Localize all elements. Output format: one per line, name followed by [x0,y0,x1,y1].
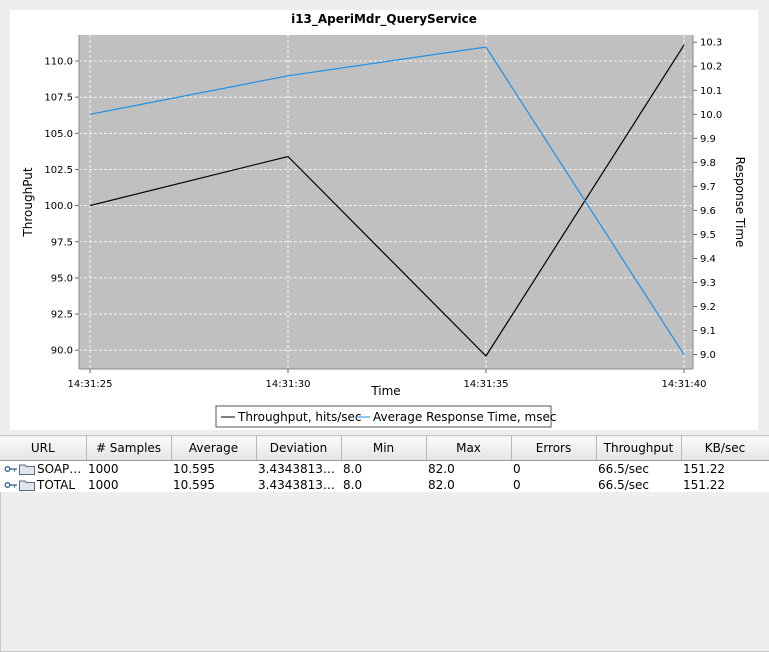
y-tick-label: 97.5 [51,237,73,248]
row-url: TOTAL [37,478,76,492]
column-header-samples[interactable]: # Samples [86,435,172,461]
column-header-max[interactable]: Max [426,435,512,461]
column-header-errors[interactable]: Errors [511,435,597,461]
y2-tick-label: 10.3 [700,38,722,49]
y-tick-label: 92.5 [51,310,73,321]
y2-tick-label: 9.3 [700,278,716,289]
legend-label-throughput: Throughput, hits/sec [237,410,362,424]
column-header-throughput[interactable]: Throughput [596,435,682,461]
y2-tick-label: 9.6 [700,206,716,217]
cell-samples: 1000 [88,478,119,492]
table-row[interactable]: TOTAL 1000 10.595 3.434381312... 8.0 82.… [0,477,769,493]
x-tick-label: 14:31:25 [68,379,113,390]
y2-tick-label: 10.2 [700,62,722,73]
cell-errors: 0 [513,478,521,492]
table-header-row: URL # Samples Average Deviation Min Max … [0,435,769,461]
y-axis-label: ThroughPut [21,167,35,237]
cell-deviation: 3.434381312... [258,478,341,492]
y2-tick-label: 9.1 [700,326,716,337]
y2-tick-label: 9.7 [700,182,716,193]
y2-tick-label: 10.0 [700,110,722,121]
y-tick-label: 100.0 [44,201,73,212]
chart-panel: i13_AperiMdr_QueryService 14:31:25 14:31:… [10,10,758,430]
legend-label-response-time: Average Response Time, msec [373,410,556,424]
legend: Throughput, hits/sec Average Response Ti… [215,405,556,428]
cell-throughput: 66.5/sec [598,462,649,476]
y2-tick-label: 10.1 [700,86,722,97]
cell-max: 82.0 [428,462,455,476]
column-header-deviation[interactable]: Deviation [256,435,342,461]
x-axis-label: Time [370,384,400,398]
y-tick-label: 102.5 [44,165,73,176]
y-tick-label: 105.0 [44,129,73,140]
key-icon[interactable] [4,480,18,490]
cell-kb-sec: 151.22 [683,478,725,492]
column-header-min[interactable]: Min [341,435,427,461]
cell-kb-sec: 151.22 [683,462,725,476]
y-tick-label: 95.0 [51,273,73,284]
cell-average: 10.595 [173,462,215,476]
cell-errors: 0 [513,462,521,476]
y-tick-label: 110.0 [44,57,73,68]
y-tick-label: 90.0 [51,346,73,357]
column-header-average[interactable]: Average [171,435,257,461]
key-icon[interactable] [4,464,18,474]
y2-tick-label: 9.2 [700,302,716,313]
cell-max: 82.0 [428,478,455,492]
tick-labels: 14:31:25 14:31:30 14:31:35 14:31:40 90.0 92.5… [44,38,722,390]
column-header-kb-sec[interactable]: KB/sec [681,435,769,461]
series-lines [89,44,685,357]
cell-deviation: 3.434381312... [258,462,341,476]
series-line-response-time [89,46,685,355]
cell-url[interactable]: SOAP/... [0,461,86,478]
y2-axis-label: Response Time [733,157,747,248]
folder-icon [19,480,35,491]
y2-tick-label: 9.8 [700,158,716,169]
row-url: SOAP/... [37,462,84,476]
cell-average: 10.595 [173,478,215,492]
x-tick-label: 14:31:40 [662,379,707,390]
y2-tick-label: 9.9 [700,134,716,145]
legend-box [215,405,552,428]
x-tick-label: 14:31:35 [464,379,509,390]
folder-icon [19,464,35,475]
chart-title: i13_AperiMdr_QueryService [291,12,477,27]
x-tick-label: 14:31:30 [266,379,311,390]
y2-tick-label: 9.0 [700,350,716,361]
table-row[interactable]: SOAP/... 1000 10.595 3.434381312... 8.0 … [0,461,769,478]
axes [75,35,697,373]
column-header-url[interactable]: URL [0,435,87,461]
cell-throughput: 66.5/sec [598,478,649,492]
cell-min: 8.0 [343,462,363,476]
cell-samples: 1000 [88,462,119,476]
table-empty-area [0,492,769,652]
y2-tick-label: 9.4 [700,254,716,265]
y-tick-label: 107.5 [44,93,73,104]
y2-tick-label: 9.5 [700,230,716,241]
cell-min: 8.0 [343,478,363,492]
plot-area [79,35,693,369]
throughput-chart: i13_AperiMdr_QueryService 14:31:25 14:31:… [21,12,747,428]
results-table: URL # Samples Average Deviation Min Max … [0,435,769,493]
cell-url[interactable]: TOTAL [0,477,86,493]
